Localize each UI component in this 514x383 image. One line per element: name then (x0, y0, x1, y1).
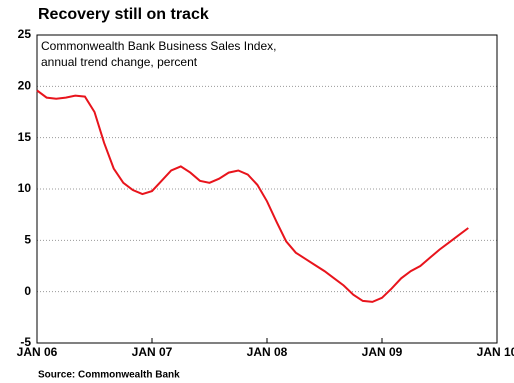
plot-frame (36, 34, 498, 344)
y-tick-label: 20 (18, 79, 32, 93)
subtitle: annual trend change, percent (41, 55, 198, 69)
chart-title: Recovery still on track (38, 6, 209, 23)
subtitle-box (38, 36, 328, 72)
data-line (36, 89, 469, 303)
source: Source: Commonwealth Bank (38, 370, 180, 381)
x-tick-label: JAN 07 (132, 345, 173, 359)
subtitle: Commonwealth Bank Business Sales Index, (41, 39, 276, 53)
x-tick-label: JAN 09 (362, 345, 403, 359)
x-tick-label: JAN 08 (247, 345, 288, 359)
plot-area (37, 35, 497, 343)
y-tick-label: 0 (24, 284, 31, 298)
y-tick-label: 5 (24, 233, 31, 247)
y-tick-label: 25 (18, 27, 32, 41)
y-tick-label: 10 (18, 181, 32, 195)
y-tick-label: -5 (20, 335, 31, 349)
x-tick-label: JAN 06 (17, 345, 58, 359)
x-tick-label: JAN 10 (477, 345, 514, 359)
y-tick-label: 15 (18, 130, 32, 144)
